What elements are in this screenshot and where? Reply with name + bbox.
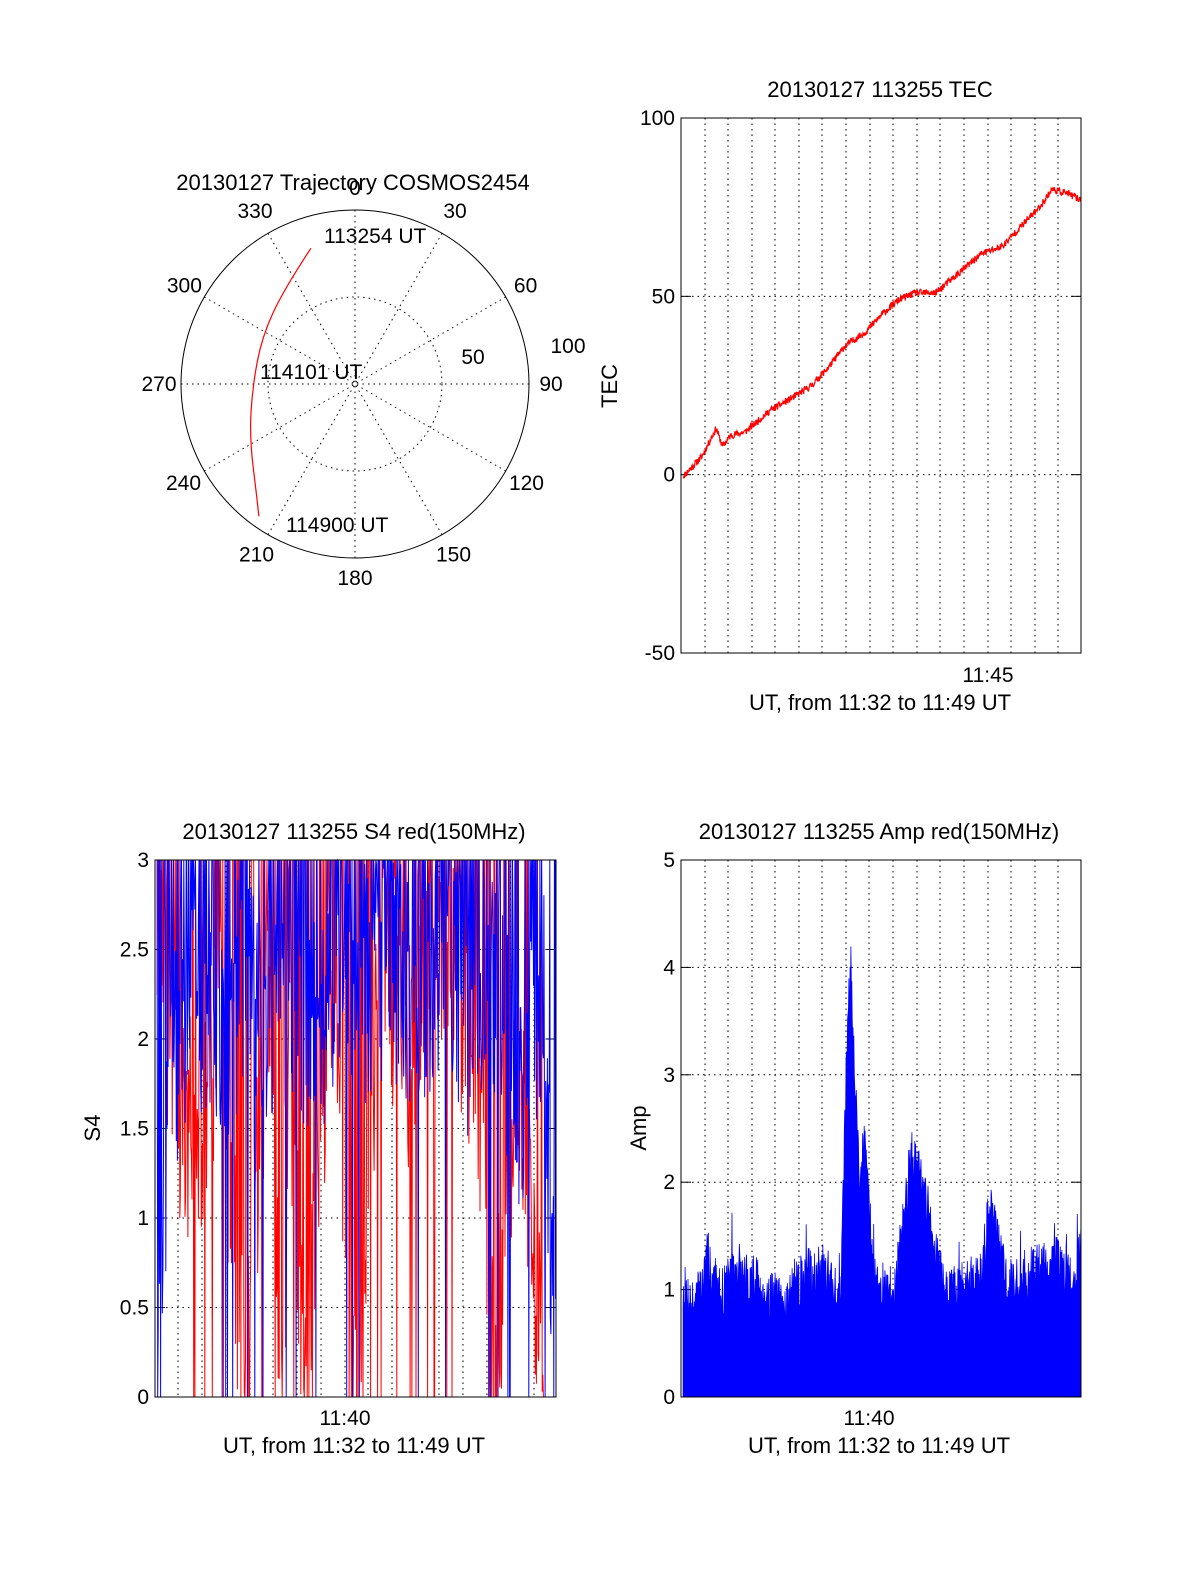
y-tick-label: 2.5 bbox=[120, 939, 149, 962]
azimuth-label-300: 300 bbox=[167, 275, 202, 298]
azimuth-label-90: 90 bbox=[539, 373, 562, 396]
s4-series-blue bbox=[156, 858, 557, 1398]
amp-panel: 20130127 113255 Amp red(150MHz) 5 4 3 2 1 0 1… bbox=[626, 819, 1082, 1458]
radial-label-100: 100 bbox=[550, 335, 585, 358]
amp-vertical-grid bbox=[704, 860, 1059, 1397]
s4-title: 20130127 113255 S4 red(150MHz) bbox=[182, 819, 525, 844]
azimuth-label-120: 120 bbox=[509, 472, 544, 495]
y-tick-label: 0 bbox=[663, 464, 675, 487]
s4-y-tick-labels: 3 2.5 2 1.5 1 0.5 0 bbox=[120, 849, 149, 1409]
polar-spoke bbox=[267, 233, 443, 535]
azimuth-label-60: 60 bbox=[514, 275, 537, 298]
y-tick-label: 2 bbox=[137, 1028, 149, 1051]
y-tick-label: 0.5 bbox=[120, 1297, 149, 1320]
tec-title: 20130127 113255 TEC bbox=[767, 77, 993, 102]
azimuth-labels: 0 30 60 90 120 150 180 210 240 270 300 330 bbox=[141, 177, 562, 590]
trajectory-series bbox=[250, 247, 312, 517]
annotation-mid-time: 114101 UT bbox=[260, 361, 363, 384]
amp-plot-frame bbox=[680, 859, 1082, 1398]
tec-series-line bbox=[682, 186, 1082, 479]
tec-series-group bbox=[682, 186, 1082, 479]
s4-x-tick-label: 11:40 bbox=[320, 1407, 371, 1430]
azimuth-label-150: 150 bbox=[436, 544, 471, 567]
amp-y-axis-label: Amp bbox=[626, 1105, 651, 1150]
azimuth-label-330: 330 bbox=[237, 200, 272, 223]
tec-x-tick-label: 11:45 bbox=[963, 664, 1014, 687]
annotation-end-time: 114900 UT bbox=[286, 514, 389, 537]
tec-plot-frame bbox=[680, 117, 1082, 654]
y-tick-label: 3 bbox=[137, 849, 149, 872]
azimuth-label-270: 270 bbox=[141, 373, 176, 396]
azimuth-label-180: 180 bbox=[337, 567, 372, 590]
s4-x-axis-label: UT, from 11:32 to 11:49 UT bbox=[223, 1433, 485, 1458]
polar-spoke bbox=[204, 296, 506, 472]
tec-y-axis-label: TEC bbox=[597, 364, 622, 408]
tec-y-tick-marks bbox=[681, 117, 1081, 654]
polar-spoke bbox=[267, 233, 443, 535]
tec-panel: 20130127 113255 TEC 100 50 0 -50 11:45 UT, … bbox=[597, 77, 1082, 715]
polar-outer-circle bbox=[180, 209, 530, 559]
amp-x-axis-label: UT, from 11:32 to 11:49 UT bbox=[748, 1433, 1010, 1458]
y-tick-label: 1 bbox=[137, 1207, 149, 1230]
tec-horizontal-grid bbox=[681, 295, 1081, 476]
y-tick-label: 0 bbox=[137, 1386, 149, 1409]
amp-series-area bbox=[682, 946, 1082, 1398]
s4-panel: 20130127 113255 S4 red(150MHz) 3 2.5 2 1.5 1… bbox=[80, 819, 557, 1458]
y-tick-label: 1.5 bbox=[120, 1118, 149, 1141]
amp-horizontal-grid bbox=[681, 966, 1081, 1291]
y-tick-label: 100 bbox=[640, 107, 675, 130]
tec-vertical-grid bbox=[704, 118, 1059, 653]
amp-x-tick-label: 11:40 bbox=[844, 1407, 895, 1430]
s4-plot-frame bbox=[154, 859, 557, 1398]
tec-y-tick-labels: 100 50 0 -50 bbox=[640, 107, 675, 665]
y-tick-label: 3 bbox=[663, 1064, 675, 1087]
y-tick-label: 4 bbox=[663, 956, 675, 979]
y-tick-label: 2 bbox=[663, 1171, 675, 1194]
s4-y-axis-label: S4 bbox=[80, 1115, 105, 1142]
radial-label-50: 50 bbox=[461, 346, 484, 369]
y-tick-label: 50 bbox=[652, 285, 675, 308]
y-tick-label: 5 bbox=[663, 849, 675, 872]
annotation-start-time: 113254 UT bbox=[324, 225, 427, 248]
polar-spoke bbox=[204, 296, 506, 472]
amp-y-tick-labels: 5 4 3 2 1 0 bbox=[663, 849, 675, 1409]
amp-series-group bbox=[682, 946, 1082, 1398]
trajectory-panel: 20130127 Trajectory COSMOS2454 0 30 60 90 12… bbox=[141, 170, 585, 590]
tec-x-axis-label: UT, from 11:32 to 11:49 UT bbox=[749, 690, 1011, 715]
amp-title: 20130127 113255 Amp red(150MHz) bbox=[699, 819, 1059, 844]
polar-spokes bbox=[181, 210, 529, 558]
azimuth-label-30: 30 bbox=[443, 200, 466, 223]
y-tick-label: 1 bbox=[663, 1279, 675, 1302]
azimuth-label-0: 0 bbox=[349, 177, 361, 200]
polar-inner-circle bbox=[267, 296, 443, 472]
azimuth-label-240: 240 bbox=[166, 472, 201, 495]
y-tick-label: 0 bbox=[663, 1386, 675, 1409]
azimuth-label-210: 210 bbox=[239, 544, 274, 567]
y-tick-label: -50 bbox=[645, 642, 675, 665]
trajectory-title: 20130127 Trajectory COSMOS2454 bbox=[176, 170, 529, 195]
